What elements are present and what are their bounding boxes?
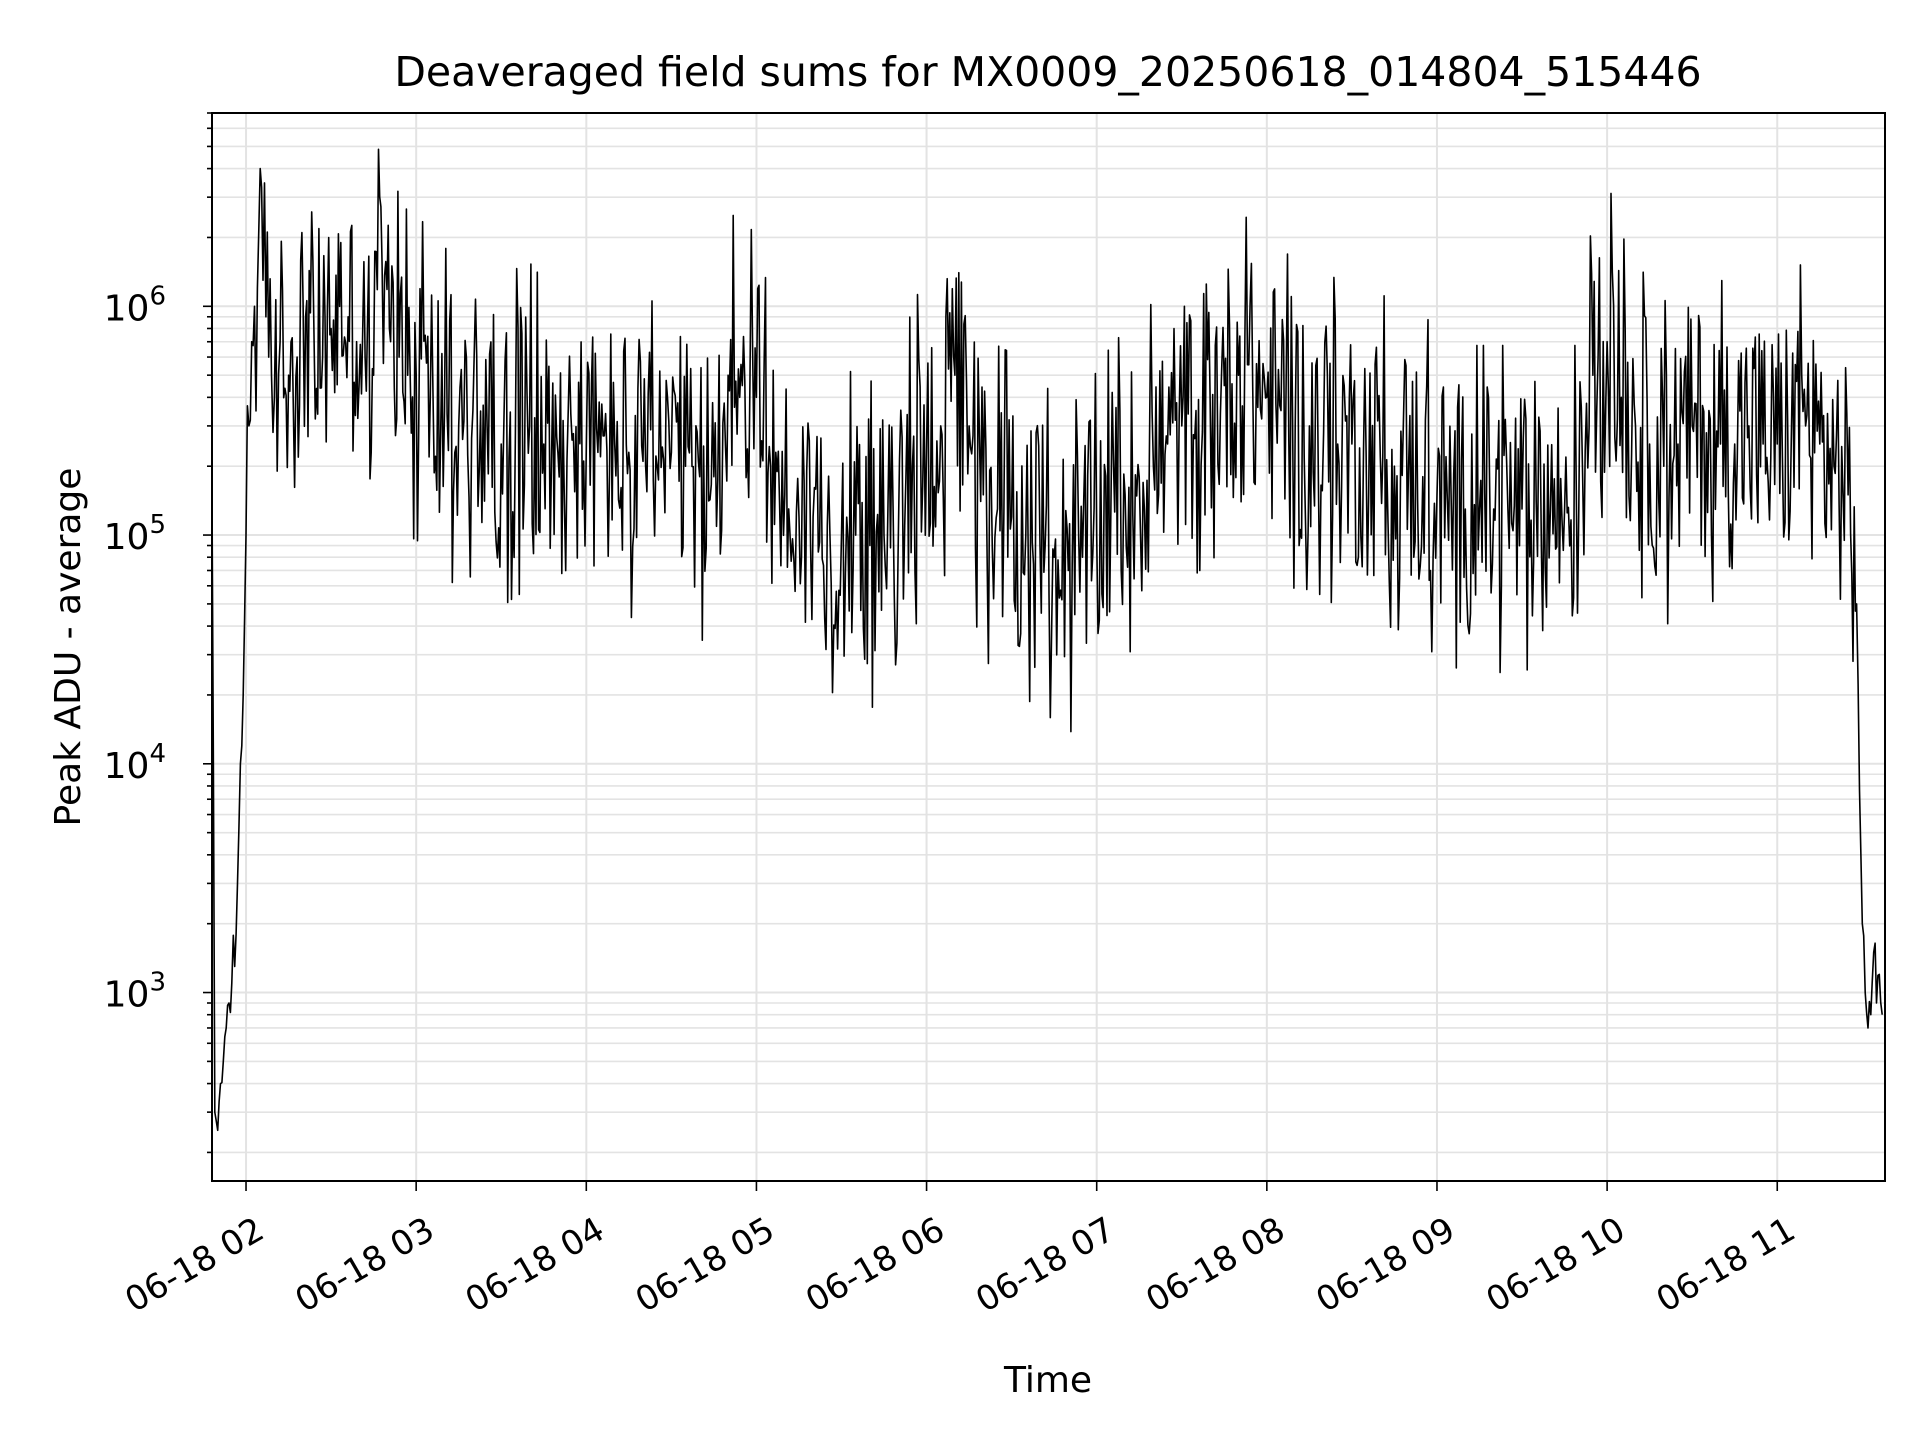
y-tick-label: 103 [104, 968, 166, 1016]
y-tick-base: 10 [104, 746, 150, 787]
y-tick-exponent: 3 [149, 968, 166, 998]
chart-title: Deaveraged field sums for MX0009_2025061… [394, 48, 1701, 96]
y-tick-exponent: 6 [149, 281, 166, 311]
y-tick-exponent: 4 [149, 739, 166, 769]
series-line-0 [212, 148, 1883, 1132]
y-tick-base: 10 [104, 288, 150, 329]
y-tick-exponent: 5 [149, 510, 166, 540]
x-axis-label: Time [1003, 1360, 1092, 1401]
y-tick-label: 106 [104, 281, 166, 329]
plot-area [212, 148, 1883, 1132]
y-tick-label: 104 [104, 739, 166, 787]
y-axis-label: Peak ADU - average [48, 468, 89, 827]
y-tick-label: 105 [104, 510, 166, 558]
y-tick-base: 10 [104, 975, 150, 1016]
y-tick-base: 10 [104, 517, 150, 558]
plot-frame [211, 112, 1886, 1182]
